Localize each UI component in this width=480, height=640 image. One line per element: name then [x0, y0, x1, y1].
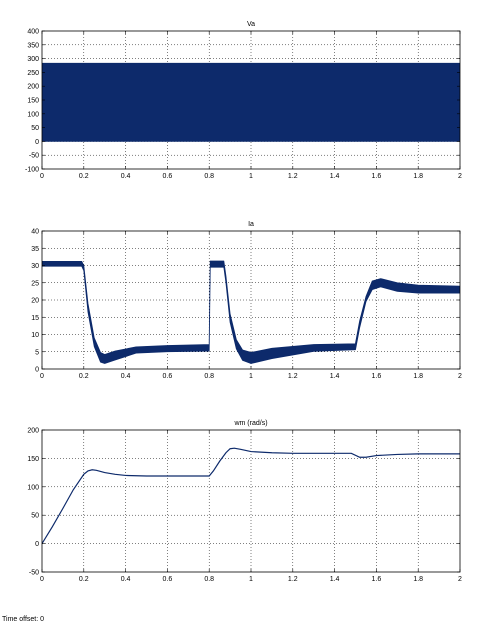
- y-tick-label: 200: [27, 428, 39, 435]
- x-tick-label: 0.8: [204, 373, 214, 380]
- x-tick-label: 1.6: [372, 576, 382, 583]
- x-tick-label: 1.8: [413, 576, 423, 583]
- plot-title: Va: [247, 21, 255, 28]
- x-tick-label: 1.8: [413, 373, 423, 380]
- y-tick-label: -50: [29, 153, 39, 160]
- x-tick-label: 1: [249, 173, 253, 180]
- x-tick-label: 1.2: [288, 373, 298, 380]
- plot-2: 0 0.2 0.4 0.6 0.8 1 1.2 1.4 1.6 1.8 20510152025303…: [31, 221, 462, 380]
- series-band-1: [42, 260, 460, 364]
- y-tick-label: 100: [27, 484, 39, 491]
- y-tick-label: 50: [31, 513, 39, 520]
- x-tick-label: 1.4: [330, 576, 340, 583]
- y-tick-label: 15: [31, 315, 39, 322]
- x-tick-label: 0: [40, 173, 44, 180]
- series-band-1: [42, 62, 460, 142]
- x-tick-label: 0: [40, 576, 44, 583]
- x-tick-label: 0.4: [121, 576, 131, 583]
- x-tick-label: 0: [40, 373, 44, 380]
- y-tick-label: 5: [35, 349, 39, 356]
- plot-3: 0 0.2 0.4 0.6 0.8 1 1.2 1.4 1.6 1.8 2-500501001502…: [27, 420, 462, 583]
- x-tick-label: 0.2: [79, 576, 89, 583]
- y-tick-label: 10: [31, 332, 39, 339]
- y-tick-label: 40: [31, 229, 39, 236]
- y-tick-label: -100: [25, 167, 39, 174]
- x-tick-label: 2: [458, 576, 462, 583]
- y-tick-label: -50: [29, 570, 39, 577]
- x-tick-label: 0.6: [163, 173, 173, 180]
- y-tick-label: 400: [27, 29, 39, 36]
- x-tick-label: 0.8: [204, 576, 214, 583]
- plot-area: [42, 430, 460, 572]
- y-tick-label: 200: [27, 84, 39, 91]
- x-tick-label: 1.2: [288, 576, 298, 583]
- x-tick-label: 0.6: [163, 576, 173, 583]
- x-tick-label: 0.4: [121, 173, 131, 180]
- y-tick-label: 30: [31, 263, 39, 270]
- y-tick-label: 350: [27, 42, 39, 49]
- plot-title: Ia: [248, 221, 254, 228]
- y-tick-label: 0: [35, 541, 39, 548]
- x-tick-label: 0.6: [163, 373, 173, 380]
- x-tick-label: 1.6: [372, 173, 382, 180]
- x-tick-label: 1.2: [288, 173, 298, 180]
- x-tick-label: 2: [458, 173, 462, 180]
- x-tick-label: 0.2: [79, 173, 89, 180]
- y-tick-label: 250: [27, 70, 39, 77]
- x-tick-label: 1: [249, 373, 253, 380]
- y-tick-label: 0: [35, 139, 39, 146]
- x-tick-label: 1.4: [330, 173, 340, 180]
- time-offset-label: Time offset: 0: [2, 616, 45, 623]
- y-tick-label: 35: [31, 246, 39, 253]
- x-tick-label: 0.4: [121, 373, 131, 380]
- x-tick-label: 2: [458, 373, 462, 380]
- y-tick-label: 20: [31, 298, 39, 305]
- x-tick-label: 1.6: [372, 373, 382, 380]
- x-tick-label: 0.8: [204, 173, 214, 180]
- y-tick-label: 100: [27, 111, 39, 118]
- x-tick-label: 1: [249, 576, 253, 583]
- plot-1: 0 0.2 0.4 0.6 0.8 1 1.2 1.4 1.6 1.8 2 -100 -50 0 50 100…: [25, 21, 462, 180]
- plot-title: wm (rad/s): [233, 420, 267, 427]
- y-tick-label: 50: [31, 125, 39, 132]
- y-tick-label: 150: [27, 456, 39, 463]
- y-tick-label: 300: [27, 56, 39, 63]
- x-tick-label: 1.8: [413, 173, 423, 180]
- x-tick-label: 1.4: [330, 373, 340, 380]
- series-line-1: [42, 447, 460, 544]
- x-tick-label: 0.2: [79, 373, 89, 380]
- y-tick-label: 0: [35, 367, 39, 374]
- y-tick-label: 25: [31, 280, 39, 287]
- y-tick-label: 150: [27, 98, 39, 105]
